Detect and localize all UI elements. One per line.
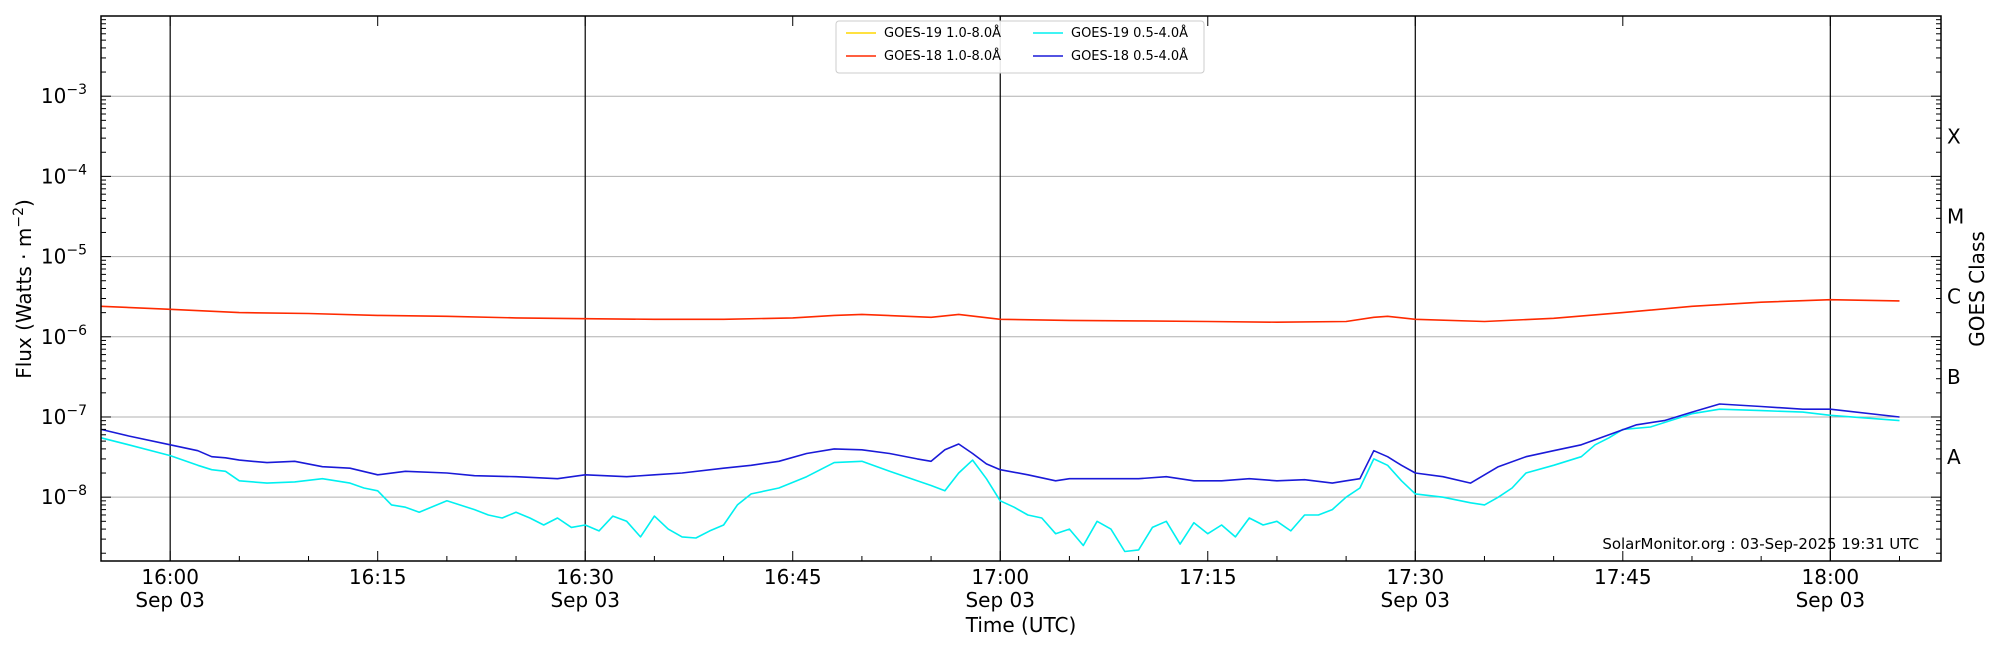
x-tick-date-label: Sep 03: [1796, 588, 1866, 612]
vertical-day-markers: [169, 16, 1831, 561]
x-tick-label: 16:00: [141, 565, 199, 589]
y-tick-label: 10−3: [41, 82, 87, 108]
horizontal-grid: [101, 95, 1941, 498]
x-tick-date-label: Sep 03: [550, 588, 620, 612]
legend: GOES-19 1.0-8.0Å GOES-18 1.0-8.0Å GOES-19 …: [835, 20, 1205, 74]
goes-class-m-label: M: [1947, 205, 1964, 229]
y-axis-label: Flux (Watts · m−2): [11, 199, 36, 379]
credit-text: SolarMonitor.org : 03-Sep-2025 19:31 UTC: [1602, 535, 1919, 553]
x-tick-date-label: Sep 03: [135, 588, 205, 612]
series-lines: [100, 298, 1900, 553]
legend-entry-0: GOES-19 1.0-8.0Å: [884, 25, 1001, 41]
goes-class-axis-label: GOES Class: [1965, 231, 1989, 347]
x-axis-label: Time (UTC): [965, 613, 1077, 637]
goes-class-labels: A B C M X: [1947, 124, 1964, 469]
goes-class-a-label: A: [1947, 445, 1961, 469]
x-tick-label: 17:30: [1386, 565, 1444, 589]
legend-entry-1: GOES-18 1.0-8.0Å: [884, 48, 1001, 64]
x-tick-label: 16:30: [556, 565, 614, 589]
plot-frame: [100, 15, 1942, 562]
legend-entry-3: GOES-18 0.5-4.0Å: [1071, 48, 1188, 64]
x-tick-label: 16:45: [764, 565, 822, 589]
x-tick-label: 16:15: [349, 565, 407, 589]
y-tick-label: 10−4: [41, 162, 87, 188]
series-line-3: [100, 403, 1900, 484]
y-tick-label: 10−8: [41, 483, 87, 509]
goes-class-b-label: B: [1947, 365, 1961, 389]
x-tick-date-label: Sep 03: [1381, 588, 1451, 612]
legend-entry-2: GOES-19 0.5-4.0Å: [1071, 25, 1188, 41]
series-line-1: [100, 298, 1900, 324]
y-tick-label: 10−7: [41, 403, 87, 429]
y-tick-label: 10−5: [41, 243, 87, 269]
legend-box: [835, 20, 1205, 74]
x-tick-label: 17:15: [1179, 565, 1237, 589]
series-line-2: [100, 408, 1900, 553]
goes-class-c-label: C: [1947, 285, 1961, 309]
x-tick-label: 17:00: [971, 565, 1029, 589]
goes-class-x-label: X: [1947, 124, 1961, 148]
y-tick-label: 10−6: [41, 323, 87, 349]
x-tick-label: 17:45: [1594, 565, 1652, 589]
x-tick-date-label: Sep 03: [965, 588, 1035, 612]
x-tick-label: 18:00: [1802, 565, 1860, 589]
